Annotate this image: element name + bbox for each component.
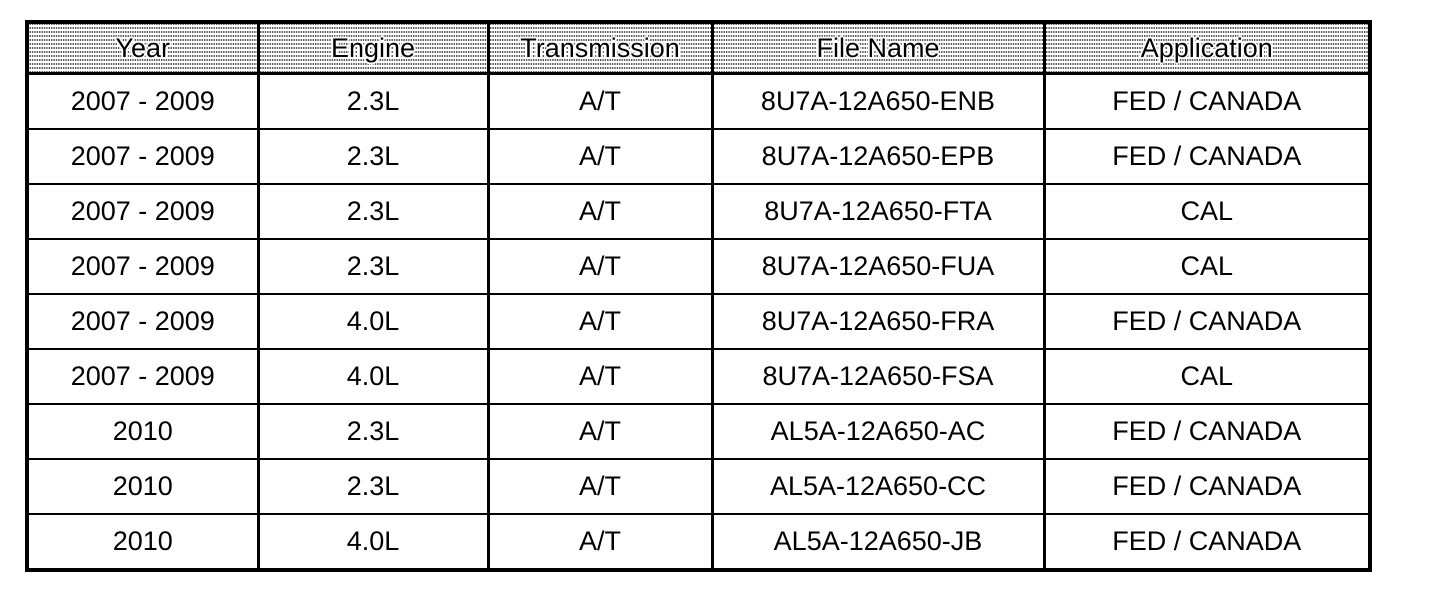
cell-application: FED / CANADA [1042, 128, 1372, 185]
table-row: 2010 2.3L A/T AL5A-12A650-AC FED / CANAD… [25, 403, 1372, 460]
cell-file-name: 8U7A-12A650-ENB [710, 72, 1046, 130]
cell-application: FED / CANADA [1042, 513, 1372, 571]
table-row: 2007 - 2009 2.3L A/T 8U7A-12A650-FUA CAL [25, 238, 1372, 295]
cell-file-name: AL5A-12A650-CC [710, 458, 1046, 515]
column-header-file-name-label: File Name [816, 32, 940, 63]
cell-year: 2010 [25, 513, 260, 571]
table-row: 2010 2.3L A/T AL5A-12A650-CC FED / CANAD… [25, 458, 1372, 515]
table-row: 2007 - 2009 2.3L A/T 8U7A-12A650-ENB FED… [25, 72, 1372, 130]
cell-transmission: A/T [486, 348, 714, 405]
cell-engine: 4.0L [256, 348, 490, 405]
cell-application: FED / CANADA [1042, 72, 1372, 130]
cell-engine: 2.3L [256, 128, 490, 185]
table-body: 2007 - 2009 2.3L A/T 8U7A-12A650-ENB FED… [25, 72, 1372, 571]
cell-application: CAL [1042, 183, 1372, 240]
cell-year: 2007 - 2009 [25, 293, 260, 350]
cell-application: FED / CANADA [1042, 293, 1372, 350]
column-header-application-label: Application [1140, 32, 1273, 63]
cell-file-name: AL5A-12A650-JB [710, 513, 1046, 571]
column-header-application: Application [1042, 21, 1372, 75]
cell-application: FED / CANADA [1042, 403, 1372, 460]
cell-application: CAL [1042, 238, 1372, 295]
table-row: 2007 - 2009 4.0L A/T 8U7A-12A650-FRA FED… [25, 293, 1372, 350]
cell-transmission: A/T [486, 183, 714, 240]
cell-engine: 2.3L [256, 238, 490, 295]
cell-engine: 4.0L [256, 513, 490, 571]
cell-file-name: 8U7A-12A650-FRA [710, 293, 1046, 350]
table-row: 2007 - 2009 2.3L A/T 8U7A-12A650-FTA CAL [25, 183, 1372, 240]
cell-engine: 4.0L [256, 293, 490, 350]
cell-engine: 2.3L [256, 72, 490, 130]
cell-transmission: A/T [486, 238, 714, 295]
cell-file-name: 8U7A-12A650-FUA [710, 238, 1046, 295]
table-header-row: Year Engine Transmission File Name Appli… [25, 21, 1372, 75]
cell-year: 2010 [25, 458, 260, 515]
cell-file-name: 8U7A-12A650-FTA [710, 183, 1046, 240]
cell-transmission: A/T [486, 458, 714, 515]
column-header-engine: Engine [256, 21, 490, 75]
table-row: 2007 - 2009 2.3L A/T 8U7A-12A650-EPB FED… [25, 128, 1372, 185]
column-header-transmission-label: Transmission [520, 32, 680, 63]
cell-transmission: A/T [486, 72, 714, 130]
cell-year: 2007 - 2009 [25, 183, 260, 240]
table-row: 2010 4.0L A/T AL5A-12A650-JB FED / CANAD… [25, 513, 1372, 571]
cell-engine: 2.3L [256, 403, 490, 460]
cell-engine: 2.3L [256, 458, 490, 515]
cell-transmission: A/T [486, 293, 714, 350]
column-header-year-label: Year [115, 32, 171, 63]
cell-year: 2010 [25, 403, 260, 460]
cell-transmission: A/T [486, 513, 714, 571]
cell-file-name: 8U7A-12A650-EPB [710, 128, 1046, 185]
calibration-table-container: Year Engine Transmission File Name Appli… [25, 20, 1372, 572]
cell-year: 2007 - 2009 [25, 128, 260, 185]
cell-year: 2007 - 2009 [25, 72, 260, 130]
cell-application: CAL [1042, 348, 1372, 405]
cell-file-name: AL5A-12A650-AC [710, 403, 1046, 460]
cell-year: 2007 - 2009 [25, 348, 260, 405]
column-header-year: Year [25, 21, 260, 75]
column-header-file-name: File Name [710, 21, 1046, 75]
cell-year: 2007 - 2009 [25, 238, 260, 295]
cell-file-name: 8U7A-12A650-FSA [710, 348, 1046, 405]
column-header-engine-label: Engine [330, 32, 416, 63]
vehicle-calibration-table: Year Engine Transmission File Name Appli… [25, 20, 1372, 572]
cell-transmission: A/T [486, 403, 714, 460]
cell-engine: 2.3L [256, 183, 490, 240]
column-header-transmission: Transmission [486, 21, 714, 75]
table-row: 2007 - 2009 4.0L A/T 8U7A-12A650-FSA CAL [25, 348, 1372, 405]
cell-application: FED / CANADA [1042, 458, 1372, 515]
cell-transmission: A/T [486, 128, 714, 185]
